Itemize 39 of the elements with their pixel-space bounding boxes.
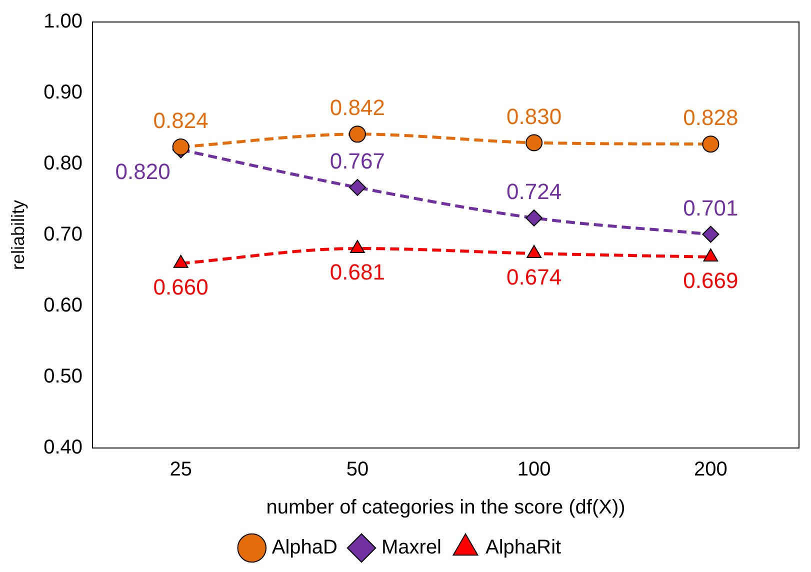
point bbox=[702, 226, 720, 243]
data-label: 0.830 bbox=[506, 104, 562, 129]
point bbox=[526, 244, 542, 258]
x-tick-label: 200 bbox=[694, 458, 728, 481]
x-axis-title: number of categories in the score (df(X)) bbox=[266, 496, 626, 519]
data-label: 0.842 bbox=[330, 95, 385, 120]
y-tick-label: 1.00 bbox=[44, 10, 83, 33]
point bbox=[350, 240, 365, 253]
legend-label: AlphaRit bbox=[486, 536, 562, 559]
y-axis-title: reliability bbox=[8, 200, 28, 270]
x-tick-label: 100 bbox=[517, 458, 551, 481]
point bbox=[348, 126, 366, 143]
data-label: 0.669 bbox=[683, 268, 738, 294]
y-tick-label: 0.80 bbox=[44, 152, 83, 175]
data-label: 0.767 bbox=[330, 148, 385, 174]
legend-label: AlphaD bbox=[272, 536, 338, 559]
point bbox=[348, 178, 366, 196]
data-label: 0.681 bbox=[330, 260, 385, 285]
y-tick-label: 0.50 bbox=[44, 366, 83, 388]
point bbox=[173, 254, 188, 268]
y-tick-label: 0.90 bbox=[44, 82, 83, 104]
data-label: 0.701 bbox=[683, 195, 738, 220]
point bbox=[703, 248, 718, 262]
point bbox=[702, 136, 720, 153]
data-label: 0.660 bbox=[153, 274, 208, 300]
data-label: 0.724 bbox=[506, 179, 562, 204]
data-label: 0.828 bbox=[683, 105, 738, 130]
data-label: 0.824 bbox=[153, 108, 208, 134]
point bbox=[526, 209, 543, 226]
y-tick-label: 0.40 bbox=[44, 436, 83, 459]
y-tick-label: 0.60 bbox=[44, 294, 83, 317]
point bbox=[526, 134, 543, 152]
x-tick-label: 25 bbox=[170, 458, 192, 481]
legend-label: Maxrel bbox=[381, 536, 442, 559]
data-label: 0.674 bbox=[506, 264, 562, 290]
point bbox=[172, 138, 190, 156]
x-tick-label: 50 bbox=[346, 458, 369, 481]
data-label: 0.820 bbox=[115, 158, 170, 184]
y-tick-label: 0.70 bbox=[44, 224, 83, 246]
